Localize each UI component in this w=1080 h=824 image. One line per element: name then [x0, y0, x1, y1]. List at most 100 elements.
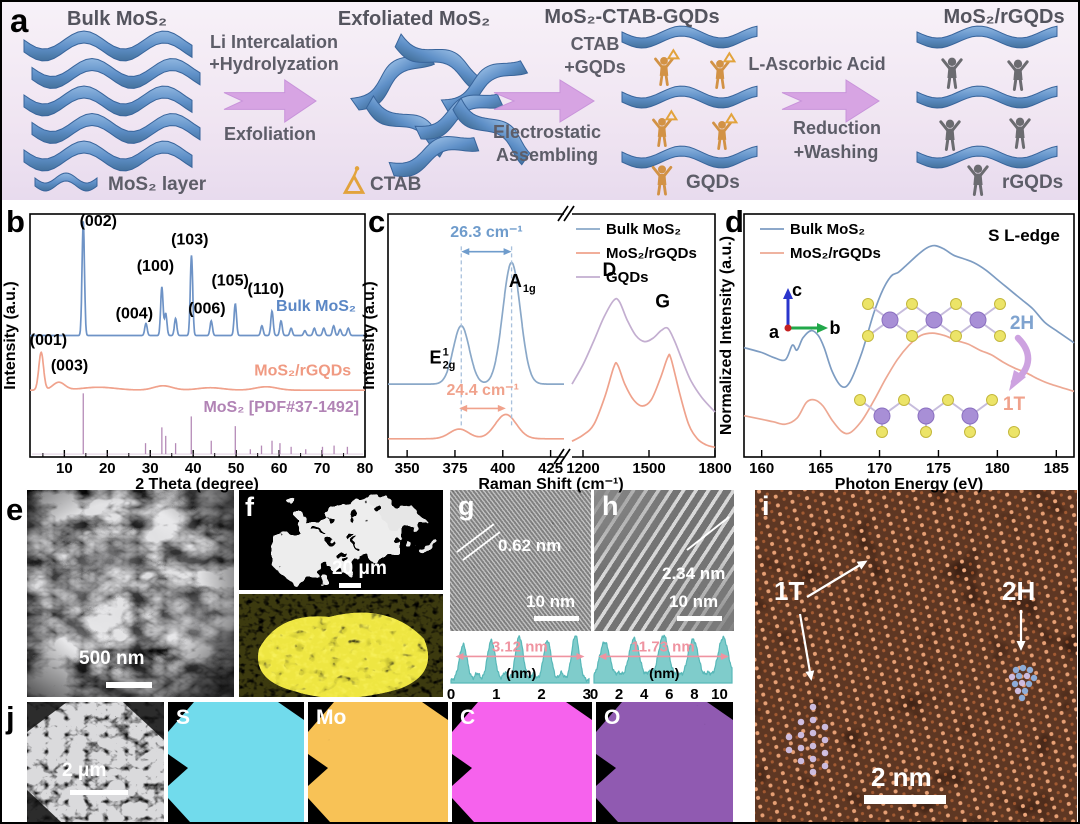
- phase-2h-label: 2H: [1002, 576, 1036, 606]
- svg-text:4: 4: [640, 686, 649, 703]
- hrtem-image-lattice: 0.62 nm 10 nm: [450, 490, 591, 631]
- grain-overlay: [450, 490, 591, 631]
- svg-text:a: a: [769, 322, 780, 342]
- svg-text:Normalized Intensity (a.u.): Normalized Intensity (a.u.): [718, 236, 735, 435]
- panel-a: Bulk MoS₂ Exfoliated MoS₂ MoS₂-CTAB-GQDs…: [2, 2, 1078, 200]
- stem-atomic-image: i 1T 2H 2 nm: [755, 490, 1077, 822]
- edx-map-yellow: [239, 594, 443, 697]
- step2-label2: +GQDs: [564, 57, 626, 77]
- svg-text:c: c: [792, 280, 802, 300]
- scalebar-label: 10 nm: [526, 592, 576, 611]
- svg-text:175: 175: [926, 460, 951, 477]
- sem-flake-image: 20 μm: [239, 490, 443, 590]
- svg-text:375: 375: [442, 460, 467, 477]
- panel-h-label: h: [602, 491, 619, 521]
- svg-text:26.3 cm⁻¹: 26.3 cm⁻¹: [450, 224, 522, 241]
- scalebar-label: 20 μm: [332, 558, 387, 579]
- legend-mos2-layer: MoS₂ layer: [108, 174, 207, 195]
- step2-label3: Electrostatic: [492, 122, 602, 142]
- svg-text:(002): (002): [80, 213, 117, 230]
- d-spacing-label: 0.62 nm: [498, 536, 562, 555]
- svg-text:MoS₂ [PDF#37-1492]: MoS₂ [PDF#37-1492]: [203, 399, 359, 416]
- svg-text:1: 1: [443, 346, 449, 358]
- sem-texture: [27, 490, 234, 697]
- svg-text:6: 6: [665, 686, 673, 703]
- svg-text:(nm): (nm): [506, 665, 536, 681]
- svg-text:GQDs: GQDs: [606, 269, 649, 286]
- step2-label4: Assembling: [495, 145, 599, 165]
- panel-b-label: b: [6, 204, 25, 239]
- scalebar: [70, 790, 128, 795]
- map-texture: [596, 702, 733, 822]
- hrtem-image-layers: 2.34 nm 10 nm: [594, 490, 734, 631]
- svg-text:Bulk MoS₂: Bulk MoS₂: [790, 221, 865, 238]
- element-label-o: O: [604, 706, 621, 729]
- scheme-illustration: [23, 25, 1058, 196]
- svg-text:Bulk MoS₂: Bulk MoS₂: [606, 221, 681, 238]
- scalebar: [339, 583, 361, 588]
- svg-text:1200: 1200: [566, 460, 599, 477]
- svg-text:(105): (105): [211, 273, 248, 290]
- svg-text:1500: 1500: [632, 460, 665, 477]
- map-texture: [168, 702, 304, 822]
- svg-text:20: 20: [99, 460, 116, 477]
- svg-text:(110): (110): [248, 281, 284, 298]
- legend-ctab: CTAB: [370, 174, 422, 195]
- step3-label: L-Ascorbic Acid: [748, 54, 886, 74]
- phase-1t-label: 1T: [774, 576, 805, 606]
- stage3-title: MoS₂-CTAB-GQDs: [544, 6, 720, 28]
- svg-text:24.4 cm⁻¹: 24.4 cm⁻¹: [446, 382, 518, 399]
- svg-text:D: D: [603, 260, 617, 281]
- svg-text:Bulk MoS₂: Bulk MoS₂: [276, 298, 356, 315]
- map-texture: [239, 594, 443, 697]
- stage4-title: MoS₂/rGQDs: [943, 6, 1065, 28]
- element-label-c: C: [460, 706, 476, 729]
- stage2-title: Exfoliated MoS₂: [337, 8, 491, 30]
- element-label-mo: Mo: [316, 706, 347, 729]
- svg-text:1g: 1g: [523, 283, 536, 295]
- svg-text:(001): (001): [30, 332, 67, 349]
- svg-text:(103): (103): [171, 231, 208, 248]
- raman_high-chart: 1200 1500 1800 D G Bulk MoS₂ MoS₂/rGQDs GQDs: [566, 213, 732, 477]
- svg-text:(003): (003): [51, 358, 88, 375]
- sem-image-exfoliated: 500 nm: [27, 490, 234, 697]
- hprof-chart: 0 2 4 6 8 10 11.73 nm (nm): [590, 634, 733, 703]
- svg-text:(nm): (nm): [649, 665, 679, 681]
- panel-i-label: i: [762, 491, 770, 521]
- svg-text:30: 30: [142, 460, 159, 477]
- svg-text:(100): (100): [137, 258, 174, 275]
- sem-texture: [27, 702, 164, 822]
- grain-overlay: [594, 490, 734, 631]
- stage1-title: Bulk MoS₂: [67, 8, 167, 30]
- svg-text:0: 0: [590, 686, 598, 703]
- svg-text:(006): (006): [188, 301, 225, 318]
- panel-g-label: g: [458, 491, 475, 521]
- svg-text:MoS₂/rGQDs: MoS₂/rGQDs: [254, 363, 351, 380]
- scalebar-label: 2 μm: [62, 760, 107, 781]
- edx-map-s: S: [168, 702, 304, 822]
- sxas-inset-art: c b a: [769, 280, 1032, 438]
- legend-rgqds: rGQDs: [1002, 172, 1064, 193]
- svg-text:1T: 1T: [1003, 394, 1026, 415]
- scalebar-label: 2 nm: [871, 762, 932, 792]
- svg-text:A: A: [509, 271, 522, 291]
- svg-text:180: 180: [985, 460, 1010, 477]
- svg-text:Intensity (a.u.): Intensity (a.u.): [361, 281, 378, 389]
- gprof-chart: 0 1 2 3 3.12 nm (nm): [447, 635, 591, 703]
- panel-f-label: f: [245, 492, 254, 522]
- svg-text:11.73 nm: 11.73 nm: [631, 638, 694, 655]
- sem-image-composite: 2 μm: [27, 702, 164, 822]
- svg-text:3.12 nm: 3.12 nm: [492, 638, 548, 655]
- svg-text:S L-edge: S L-edge: [988, 226, 1060, 245]
- svg-text:MoS₂/rGQDs: MoS₂/rGQDs: [606, 245, 697, 262]
- svg-text:170: 170: [867, 460, 892, 477]
- edx-map-c: C: [452, 702, 592, 822]
- step1-label3: Exfoliation: [223, 124, 317, 144]
- scalebar-label: 10 nm: [669, 592, 719, 611]
- svg-text:2g: 2g: [443, 359, 456, 371]
- d-spacing-label: 2.34 nm: [662, 564, 726, 583]
- atomic-lattice: [755, 490, 1077, 822]
- svg-text:350: 350: [395, 460, 420, 477]
- svg-text:1: 1: [492, 686, 500, 703]
